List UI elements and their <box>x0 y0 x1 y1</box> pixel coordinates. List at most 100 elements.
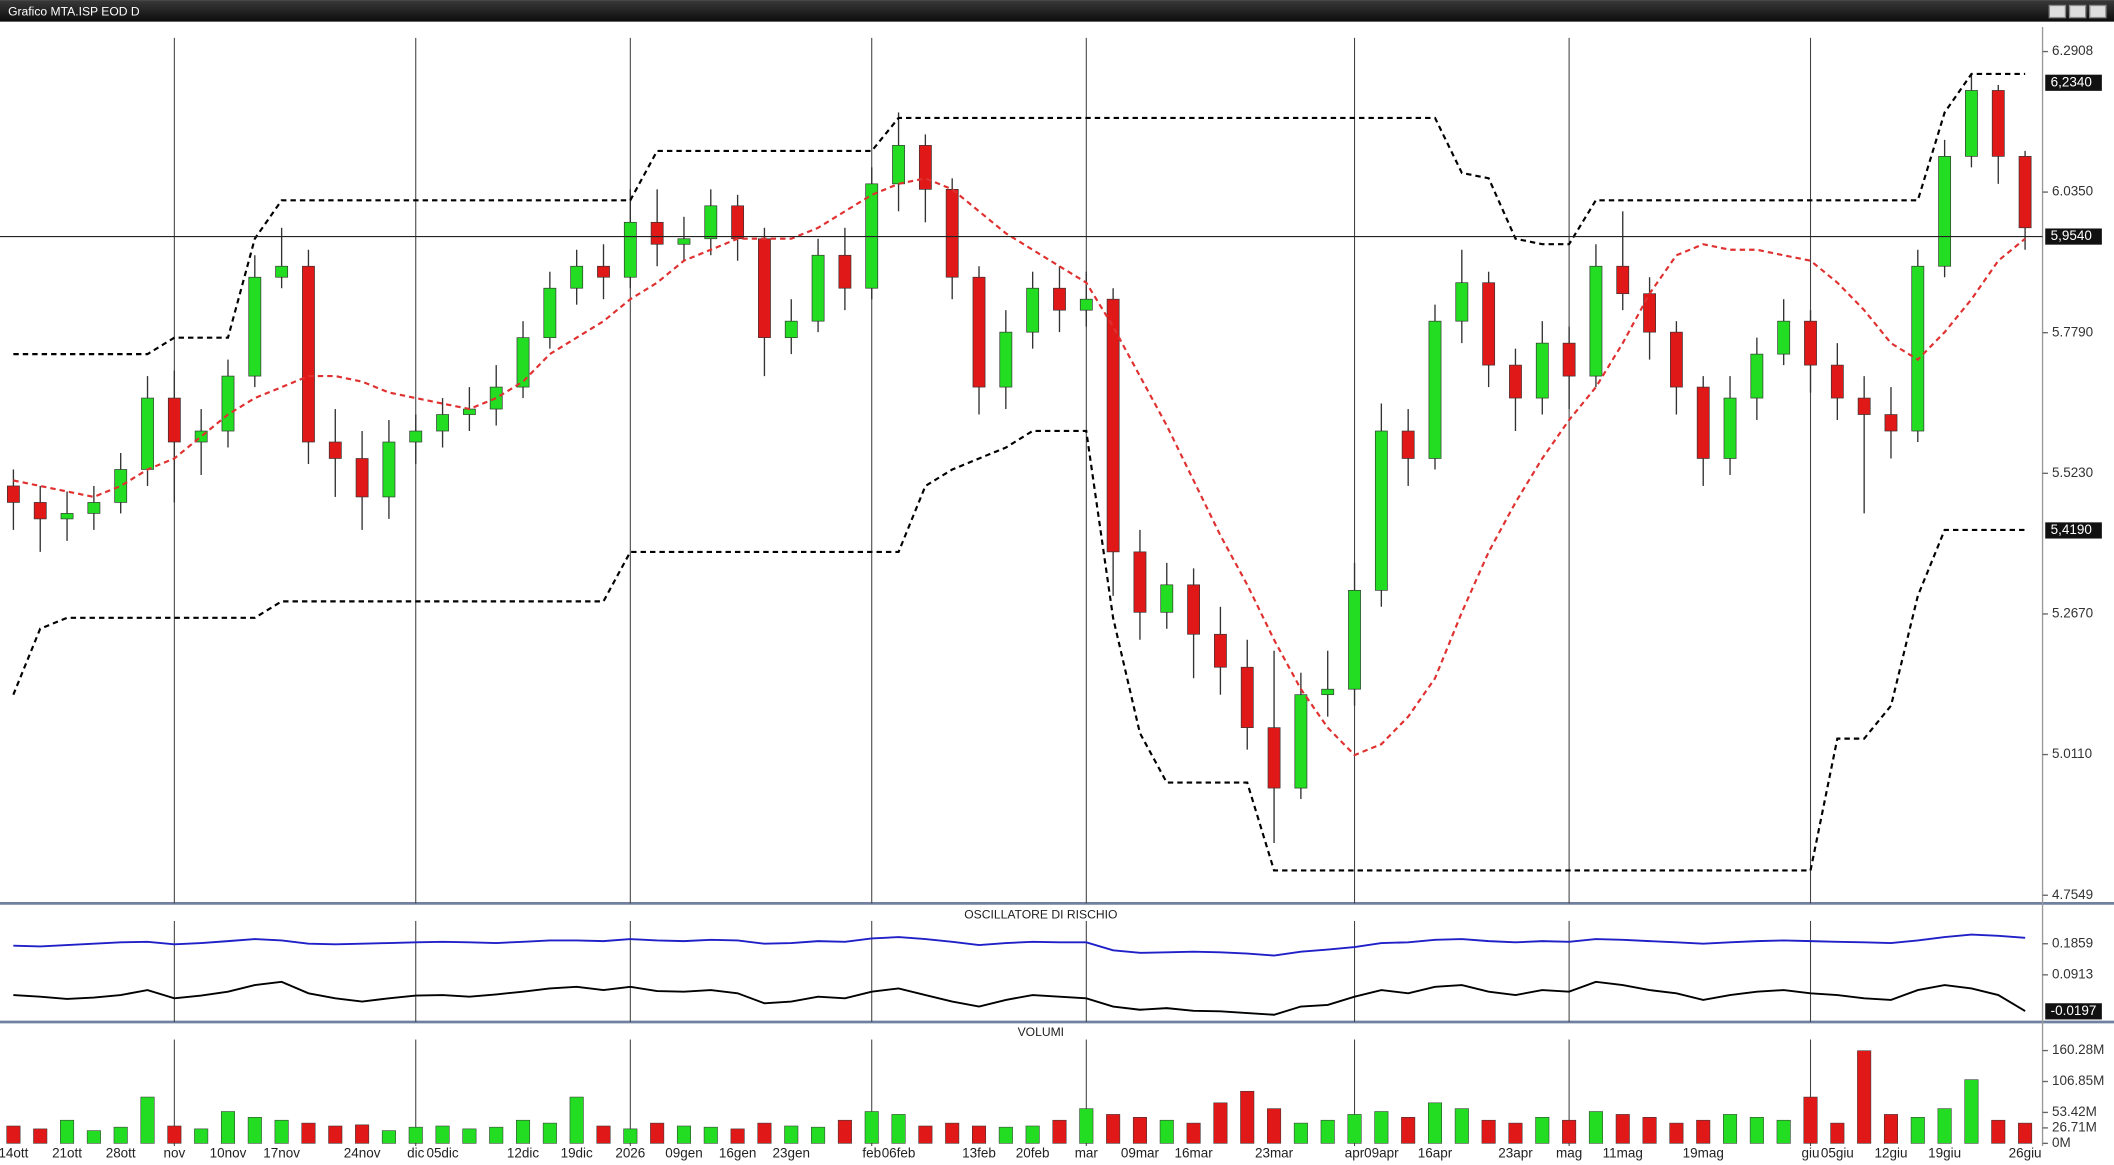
x-tick-label: 12dic <box>507 1146 539 1161</box>
y-tick-label: 0.0913 <box>2052 966 2093 981</box>
candle-body <box>436 414 449 432</box>
volume-bar <box>757 1122 772 1144</box>
candle-body <box>623 221 637 278</box>
x-tick-label: 23mar <box>1255 1146 1294 1161</box>
candle-body <box>275 265 289 278</box>
x-tick-label: feb <box>862 1146 881 1161</box>
price-tag-label: 5,9540 <box>2051 228 2092 243</box>
volume-bar <box>328 1125 343 1144</box>
candle-body <box>194 430 208 443</box>
x-tick-label: 09apr <box>1364 1146 1399 1161</box>
volume-bar <box>730 1128 745 1144</box>
volume-bar <box>784 1125 799 1144</box>
candle-body <box>1053 287 1066 311</box>
volume-bar <box>1159 1119 1174 1144</box>
volume-bar <box>1347 1114 1362 1144</box>
volume-bar <box>676 1125 691 1144</box>
candle-body <box>570 265 584 289</box>
volume-bar <box>194 1128 209 1144</box>
x-tick-label: 23gen <box>773 1146 810 1161</box>
candle-body <box>784 320 798 338</box>
candle-body <box>704 205 718 240</box>
x-tick-label: 06feb <box>882 1146 916 1161</box>
y-tick-label: 0.1859 <box>2052 935 2093 950</box>
volume-bar <box>1481 1119 1496 1144</box>
candle-body <box>1079 298 1093 311</box>
candle-body <box>7 485 20 503</box>
candle-body <box>60 513 74 520</box>
candle-body <box>1026 287 1040 333</box>
volume-bar <box>1240 1090 1255 1144</box>
candle-body <box>1965 90 1978 157</box>
candle-body <box>1911 265 1925 432</box>
overlay-line <box>13 177 2026 757</box>
candle-body <box>811 254 825 322</box>
candle-body <box>302 265 315 443</box>
volume-bar <box>6 1125 21 1144</box>
volume-bar <box>1293 1122 1308 1144</box>
x-tick-label: 19dic <box>561 1146 593 1161</box>
window-controls[interactable] <box>2048 4 2107 19</box>
volume-bar <box>1830 1122 1845 1144</box>
candle-body <box>1777 320 1791 355</box>
volume-bar <box>1213 1102 1228 1144</box>
volume-bar <box>1079 1108 1094 1144</box>
price-tag <box>2045 1003 2102 1020</box>
volume-bar <box>703 1126 718 1144</box>
x-tick-label: 09gen <box>665 1146 702 1161</box>
candle-body <box>355 458 369 498</box>
close-button[interactable] <box>2089 4 2107 19</box>
candle-body <box>1857 397 1871 415</box>
candle-body <box>758 238 771 338</box>
y-tick-label: 5.5230 <box>2052 465 2093 480</box>
candle-body <box>221 375 235 432</box>
volume-bar <box>408 1126 423 1144</box>
candle-body <box>328 441 342 459</box>
x-tick-label: dic <box>407 1146 424 1161</box>
volume-bar <box>596 1125 611 1144</box>
candle-body <box>543 287 557 338</box>
volume-bar <box>1910 1117 1925 1144</box>
candle-body <box>918 145 932 190</box>
candle-body <box>1348 589 1361 690</box>
y-tick-label: 4.7549 <box>2052 887 2093 902</box>
candle-body <box>1938 156 1952 267</box>
x-tick-label: 16gen <box>719 1146 756 1161</box>
y-tick-label: 106.85M <box>2052 1073 2104 1088</box>
candle-body <box>999 331 1013 388</box>
x-tick-label: 16apr <box>1418 1146 1453 1161</box>
price-tag <box>2045 74 2102 91</box>
y-tick-label: 5.2670 <box>2052 606 2093 621</box>
x-tick-label: 21ott <box>52 1146 82 1161</box>
minimize-button[interactable] <box>2048 4 2067 19</box>
x-tick-label: 19giu <box>1928 1146 1961 1161</box>
price-tag <box>2045 522 2102 539</box>
volume-bar <box>1669 1122 1684 1144</box>
x-tick-label: 26giu <box>2009 1146 2042 1161</box>
x-tick-label: 28ott <box>106 1146 136 1161</box>
volume-bar <box>972 1125 987 1144</box>
volume-bar <box>1642 1117 1657 1144</box>
x-tick-label: nov <box>163 1146 185 1161</box>
candle-body <box>1428 320 1442 459</box>
candle-body <box>1455 282 1469 322</box>
volume-bar <box>1454 1108 1469 1144</box>
volume-bar <box>1052 1119 1067 1144</box>
candle-body <box>1267 727 1281 789</box>
candle-body <box>1294 694 1308 789</box>
overlay-line <box>13 72 2026 356</box>
volume-bar <box>1374 1111 1389 1144</box>
candle-body <box>1160 584 1174 613</box>
candle-body <box>1750 353 1764 399</box>
candle-body <box>1589 265 1603 377</box>
y-tick-label: 6.0350 <box>2052 184 2093 199</box>
maximize-button[interactable] <box>2068 4 2087 19</box>
volume-bar <box>355 1124 370 1144</box>
window-title: Grafico MTA.ISP EOD D <box>8 4 140 18</box>
volume-bar <box>167 1125 182 1144</box>
volume-bar <box>891 1114 906 1144</box>
candle-body <box>1509 364 1522 399</box>
volume-bar <box>1803 1096 1818 1144</box>
